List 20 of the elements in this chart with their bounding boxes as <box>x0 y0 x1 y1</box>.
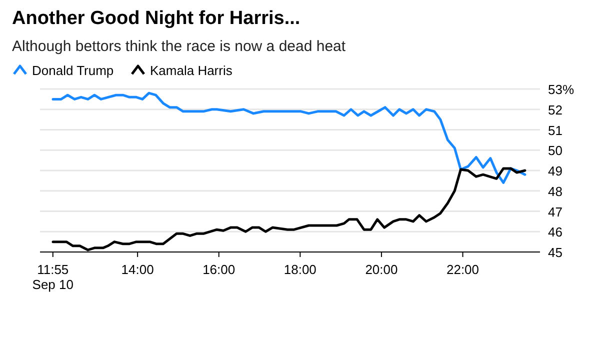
y-tick-label: 48 <box>548 184 562 199</box>
chart-subtitle: Although bettors think the race is now a dead heat <box>12 38 346 55</box>
x-tick-label: 22:00 <box>446 262 480 277</box>
x-tick-label: 20:00 <box>365 262 398 277</box>
y-tick-label: 47 <box>548 204 562 220</box>
x-tick-label: 11:55 Sep 10 <box>32 262 74 292</box>
y-tick-label: 45 <box>548 245 562 260</box>
x-tick-label: 14:00 <box>121 262 154 277</box>
y-tick-label: 52 <box>548 102 562 118</box>
y-tick-label: 51 <box>548 122 562 138</box>
line-series <box>52 92 526 184</box>
y-tick-label: 46 <box>548 224 562 240</box>
legend-label: Donald Trump <box>32 63 114 78</box>
x-tick-label: 16:00 <box>202 262 236 277</box>
y-tick-label: 50 <box>548 143 562 158</box>
chart-title: Another Good Night for Harris... <box>12 8 300 29</box>
x-tick-label: 18:00 <box>284 262 316 277</box>
y-tick-label: 53% <box>548 82 574 97</box>
legend-label: Kamala Harris <box>150 63 233 78</box>
y-tick-label: 49 <box>548 164 562 178</box>
